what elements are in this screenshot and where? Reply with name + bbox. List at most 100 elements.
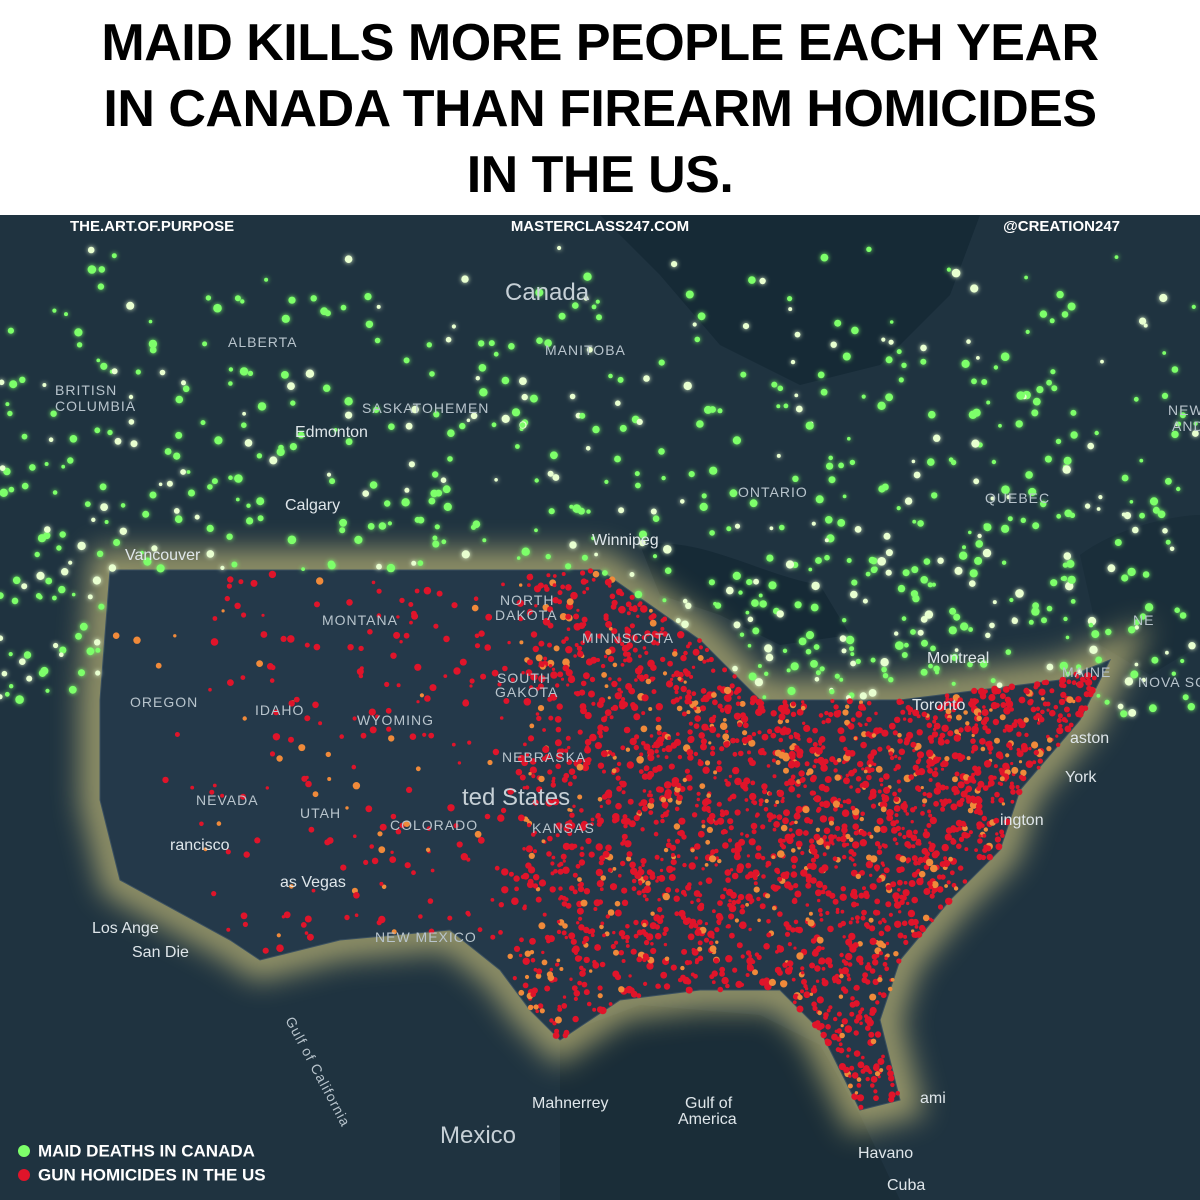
us-dot bbox=[715, 765, 723, 773]
canada-dot bbox=[883, 532, 891, 540]
us-dot bbox=[388, 735, 395, 742]
canada-dot bbox=[675, 618, 681, 624]
us-dot bbox=[547, 696, 553, 702]
us-dot bbox=[665, 680, 674, 688]
us-dot bbox=[538, 775, 545, 783]
us-dot bbox=[711, 980, 716, 985]
canada-dot bbox=[830, 341, 837, 348]
us-dot bbox=[791, 898, 798, 905]
canada-dot bbox=[787, 686, 796, 696]
canada-dot bbox=[45, 688, 50, 693]
us-dot bbox=[532, 883, 539, 889]
canada-dot bbox=[912, 519, 917, 524]
us-dot bbox=[519, 640, 524, 645]
canada-dot bbox=[709, 466, 718, 475]
us-dot bbox=[474, 643, 481, 649]
us-dot bbox=[925, 858, 934, 867]
us-dot bbox=[704, 863, 709, 867]
us-dot bbox=[949, 870, 955, 876]
us-dot bbox=[839, 952, 844, 958]
us-dot bbox=[428, 732, 435, 739]
us-dot bbox=[821, 977, 826, 982]
us-dot bbox=[895, 842, 899, 846]
us-dot bbox=[895, 1091, 900, 1096]
us-dot bbox=[1042, 701, 1048, 707]
us-dot bbox=[155, 662, 162, 669]
us-dot bbox=[585, 745, 590, 750]
us-dot bbox=[642, 894, 647, 898]
us-dot bbox=[974, 767, 978, 771]
us-dot bbox=[1032, 760, 1037, 765]
us-dot bbox=[927, 735, 934, 742]
us-dot bbox=[694, 929, 702, 936]
canada-dot bbox=[586, 509, 591, 514]
us-dot bbox=[816, 808, 821, 813]
canada-dot bbox=[1046, 379, 1052, 386]
us-dot bbox=[276, 944, 284, 952]
us-dot bbox=[591, 701, 596, 706]
us-dot bbox=[693, 923, 699, 929]
us-dot bbox=[832, 800, 841, 808]
us-dot bbox=[674, 838, 681, 844]
us-dot bbox=[634, 734, 640, 740]
canada-dot bbox=[951, 653, 959, 661]
us-dot bbox=[1027, 699, 1034, 706]
us-dot bbox=[1053, 704, 1059, 710]
us-dot bbox=[941, 724, 949, 732]
us-dot bbox=[757, 918, 761, 923]
us-dot bbox=[564, 935, 568, 940]
us-dot bbox=[860, 741, 867, 749]
canada-dot bbox=[866, 246, 872, 252]
map-label: Montreal bbox=[927, 650, 989, 667]
watermark: @CREATION247 bbox=[1003, 218, 1120, 235]
us-dot bbox=[663, 847, 669, 853]
us-dot bbox=[580, 707, 587, 715]
canada-dot bbox=[650, 508, 657, 515]
us-dot bbox=[643, 743, 651, 751]
us-dot bbox=[825, 717, 832, 724]
us-dot bbox=[667, 660, 673, 667]
us-dot bbox=[554, 1016, 562, 1024]
canada-dot bbox=[36, 571, 45, 580]
us-dot bbox=[1031, 741, 1039, 749]
us-dot bbox=[740, 904, 745, 909]
canada-dot bbox=[1046, 663, 1054, 671]
us-dot bbox=[1008, 683, 1016, 691]
us-dot bbox=[542, 912, 547, 917]
canada-dot bbox=[401, 498, 410, 507]
us-dot bbox=[725, 955, 733, 963]
us-dot bbox=[266, 663, 274, 670]
us-dot bbox=[777, 876, 783, 882]
us-dot bbox=[881, 863, 886, 867]
us-dot bbox=[498, 902, 504, 908]
us-dot bbox=[940, 806, 946, 812]
us-dot bbox=[745, 874, 751, 880]
us-dot bbox=[633, 744, 639, 751]
us-dot bbox=[976, 853, 983, 861]
us-dot bbox=[656, 754, 660, 758]
us-dot bbox=[611, 768, 617, 774]
canada-dot bbox=[619, 424, 627, 432]
canada-dot bbox=[740, 371, 747, 378]
us-dot bbox=[780, 824, 788, 832]
us-dot bbox=[723, 694, 731, 702]
us-dot bbox=[710, 745, 716, 751]
us-dot bbox=[552, 776, 556, 781]
us-dot bbox=[614, 900, 621, 907]
us-dot bbox=[573, 996, 579, 1002]
us-dot bbox=[820, 1031, 827, 1039]
us-dot bbox=[911, 932, 918, 938]
us-dot bbox=[638, 880, 643, 885]
us-dot bbox=[870, 1083, 875, 1088]
us-dot bbox=[817, 908, 823, 913]
us-dot bbox=[533, 1004, 539, 1010]
us-dot bbox=[946, 880, 951, 885]
us-dot bbox=[491, 669, 499, 677]
canada-dot bbox=[451, 324, 456, 329]
map-label: MONTANA bbox=[322, 612, 398, 628]
us-dot bbox=[516, 599, 524, 607]
us-dot bbox=[662, 811, 669, 818]
map-label: ington bbox=[1000, 812, 1044, 829]
canada-dot bbox=[1076, 664, 1082, 670]
us-dot bbox=[527, 735, 535, 742]
